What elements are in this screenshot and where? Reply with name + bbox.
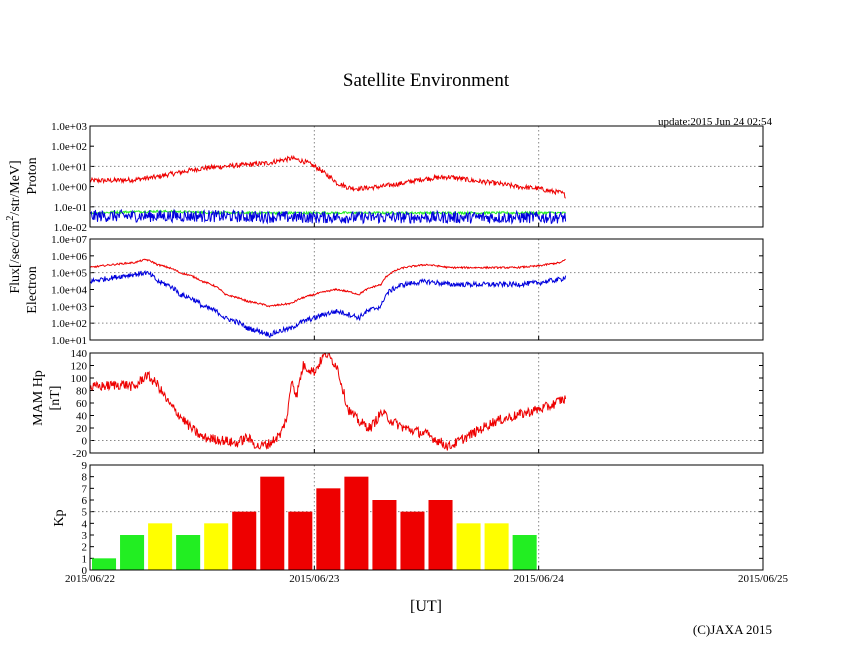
ytick-label: 100	[71, 373, 88, 385]
ytick-label: 40	[76, 411, 88, 423]
ylabel-proton: Proton	[25, 157, 40, 194]
ytick-label: 1.0e+07	[51, 234, 87, 246]
ytick-label: 60	[76, 398, 88, 410]
kp-bar	[428, 500, 453, 570]
ytick-label: 4	[82, 518, 88, 530]
ytick-label: 7	[82, 483, 88, 495]
kp-bar	[288, 511, 313, 570]
panels: 1.0e-021.0e-011.0e+001.0e+011.0e+021.0e+…	[25, 121, 764, 577]
flux-label-main: Flux[/sec/cm	[8, 220, 23, 293]
plot-area-electron	[90, 258, 567, 338]
series-proton-mid	[90, 209, 567, 216]
ytick-label: 0	[82, 565, 88, 577]
kp-bar	[92, 558, 117, 570]
ytick-label: 1.0e+01	[51, 335, 87, 347]
xtick-label: 2015/06/23	[289, 573, 340, 585]
ytick-label: 1.0e+05	[51, 268, 87, 280]
kp-bar	[148, 523, 173, 570]
xtick-label: 2015/06/25	[738, 573, 789, 585]
flux-label-sup: 2	[5, 216, 16, 221]
plot-area-proton	[90, 154, 567, 225]
kp-bar	[204, 523, 229, 570]
kp-bar	[372, 500, 397, 570]
ytick-label: 1.0e+04	[51, 285, 87, 297]
ylabel-kp: Kp	[52, 509, 67, 526]
kp-bar	[232, 511, 257, 570]
plot-area-mam-hp	[90, 353, 567, 451]
ytick-label: 1.0e+03	[51, 301, 87, 313]
series-proton-low	[90, 208, 567, 225]
ytick-label: 80	[76, 386, 88, 398]
ytick-label: 20	[76, 423, 88, 435]
ylabel-mam-hp: MAM Hp	[31, 370, 46, 426]
flux-axis-label: Flux[/sec/cm2/str/MeV]	[5, 160, 23, 293]
plot-area-kp	[92, 476, 537, 570]
kp-bar	[120, 535, 145, 570]
panel-frame	[89, 238, 764, 341]
ytick-label: 3	[82, 530, 88, 542]
kp-bar	[316, 488, 341, 570]
ytick-label: 6	[82, 495, 88, 507]
series-electron-high-energy	[90, 270, 567, 338]
ytick-label: 1.0e+06	[51, 251, 87, 263]
update-timestamp: update:2015 Jun 24 02:54	[658, 116, 772, 128]
ytick-label: 8	[82, 472, 88, 484]
x-axis-label: [UT]	[410, 598, 442, 615]
ytick-label: 0	[82, 436, 88, 448]
series-electron-low-energy	[90, 258, 566, 308]
kp-bar	[456, 523, 481, 570]
ytick-label: 120	[71, 361, 88, 373]
ytick-label: 1.0e+00	[51, 182, 87, 194]
ylabel-electron: Electron	[25, 266, 40, 313]
panel-proton: 1.0e-02 1.0e-01 1.0e+00 1.0e+01 1.0e+02 1.0e+…	[25, 121, 764, 234]
kp-bar	[176, 535, 201, 570]
flux-label-end: /str/MeV]	[8, 160, 23, 215]
ytick-label: 2	[82, 542, 88, 554]
ytick-label: 1.0e+02	[51, 318, 87, 330]
kp-bar	[400, 511, 425, 570]
ytick-label: 9	[82, 460, 88, 472]
xtick-label: 2015/06/22	[65, 573, 115, 585]
ytick-label: 140	[71, 348, 88, 360]
x-axis-ticks: 2015/06/22 2015/06/23 2015/06/24 2015/06/25	[65, 573, 789, 585]
kp-bar	[260, 476, 285, 570]
ytick-label: 1.0e-02	[54, 222, 87, 234]
copyright: (C)JAXA 2015	[693, 622, 772, 637]
series-hp	[90, 353, 567, 451]
kp-bar	[512, 535, 537, 570]
kp-bar	[344, 476, 369, 570]
panel-frame	[89, 464, 764, 571]
panel-electron: 1.0e+01 1.0e+02 1.0e+03 1.0e+04 1.0e+05 1.0e+…	[25, 234, 764, 347]
ytick-label: 1.0e+02	[51, 141, 87, 153]
ytick-label: -20	[72, 448, 87, 460]
chart-title: Satellite Environment	[343, 70, 510, 91]
ytick-label: 1	[82, 553, 88, 565]
kp-bar	[484, 523, 509, 570]
ytick-label: 1.0e-01	[54, 202, 87, 214]
panel-frame	[89, 125, 764, 228]
ytick-label: 5	[82, 507, 88, 519]
ytick-label: 1.0e+03	[51, 121, 87, 133]
ylabel2-mam-hp: [nT]	[48, 386, 63, 411]
ytick-label: 1.0e+01	[51, 161, 87, 173]
xtick-label: 2015/06/24	[514, 573, 565, 585]
panel-frame	[89, 352, 764, 454]
series-proton-high	[90, 154, 566, 199]
